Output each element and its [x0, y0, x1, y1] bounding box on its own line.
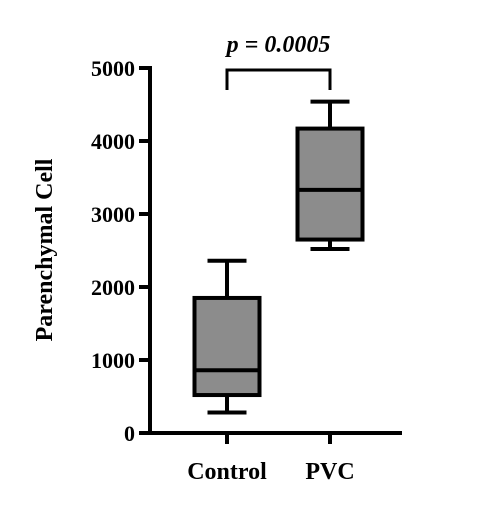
y-axis-label: Parenchymal Cell: [32, 158, 58, 341]
y-tick-label: 4000: [91, 129, 135, 154]
y-tick-label: 1000: [91, 348, 135, 373]
significance-annotation: p = 0.0005: [225, 32, 332, 90]
iqr-box: [192, 295, 262, 398]
x-tick-label-control: Control: [187, 459, 267, 485]
y-tick-label: 0: [124, 421, 135, 446]
y-tick-label: 3000: [91, 202, 135, 227]
y-axis: 0 1000 2000 3000 4000 5000: [91, 56, 152, 446]
x-tick-label-pvc: PVC: [305, 459, 354, 485]
p-value-label: p = 0.0005: [225, 32, 331, 58]
significance-bracket: [225, 68, 332, 90]
box-pvc: [295, 99, 365, 252]
x-axis: Control PVC: [148, 431, 402, 485]
iqr-box: [295, 126, 365, 242]
y-tick-label: 5000: [91, 56, 135, 81]
y-tick-label: 2000: [91, 275, 135, 300]
box-control: [192, 258, 262, 415]
boxes: [192, 99, 365, 415]
